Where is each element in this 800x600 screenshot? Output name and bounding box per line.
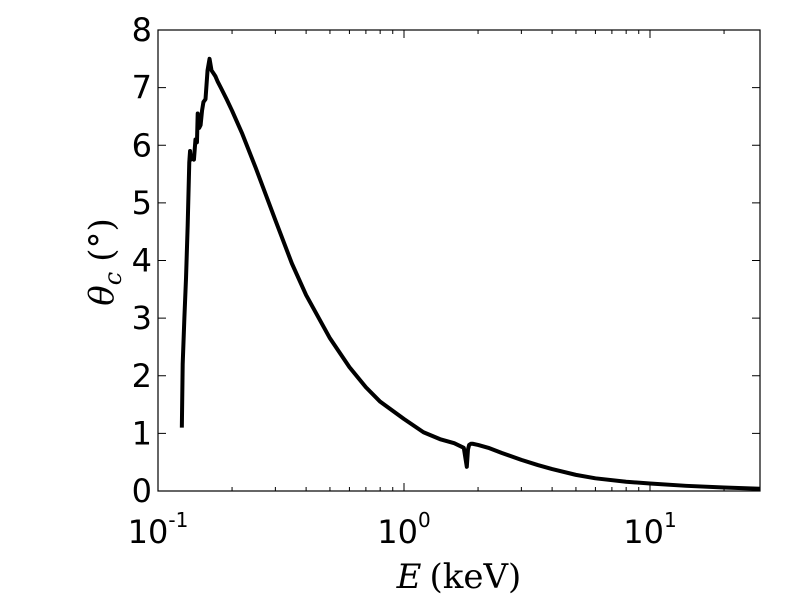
ticks-layer [157, 29, 760, 492]
y-tick-labels: 0 1 2 3 4 5 6 7 8 [132, 11, 152, 510]
x-tick-label: 10-1 [128, 508, 189, 551]
y-axis-unit: (°) [82, 218, 122, 262]
x-tick-base: 10 [377, 513, 418, 551]
x-tick-exponent: 0 [418, 508, 431, 532]
y-tick-label: 4 [132, 242, 152, 280]
y-tick-label: 7 [132, 69, 152, 107]
x-tick-base: 10 [623, 513, 664, 551]
y-tick-label: 8 [132, 11, 152, 49]
plot-frame [157, 29, 761, 492]
x-axis-label: E (keV) [396, 557, 522, 597]
series-line [179, 56, 761, 491]
y-axis-label: θc (°) [82, 218, 127, 305]
y-tick-label: 6 [132, 126, 152, 164]
y-tick-label: 5 [132, 184, 152, 222]
x-tick-exponent: 1 [664, 508, 677, 532]
y-axis-subscript: c [99, 272, 127, 285]
y-tick-label: 1 [132, 414, 152, 452]
y-tick-label: 0 [132, 472, 152, 510]
x-tick-label: 101 [623, 508, 676, 551]
y-tick-label: 2 [132, 357, 152, 395]
x-tick-base: 10 [128, 513, 169, 551]
x-tick-exponent: -1 [168, 508, 188, 532]
x-axis-unit: (keV) [430, 557, 522, 597]
x-tick-labels: 10-1 100 101 [128, 508, 677, 551]
x-tick-label: 100 [377, 508, 430, 551]
series-layer [179, 56, 761, 491]
y-tick-label: 3 [132, 299, 152, 337]
y-axis-symbol: θ [82, 285, 122, 305]
x-axis-symbol: E [396, 557, 422, 597]
